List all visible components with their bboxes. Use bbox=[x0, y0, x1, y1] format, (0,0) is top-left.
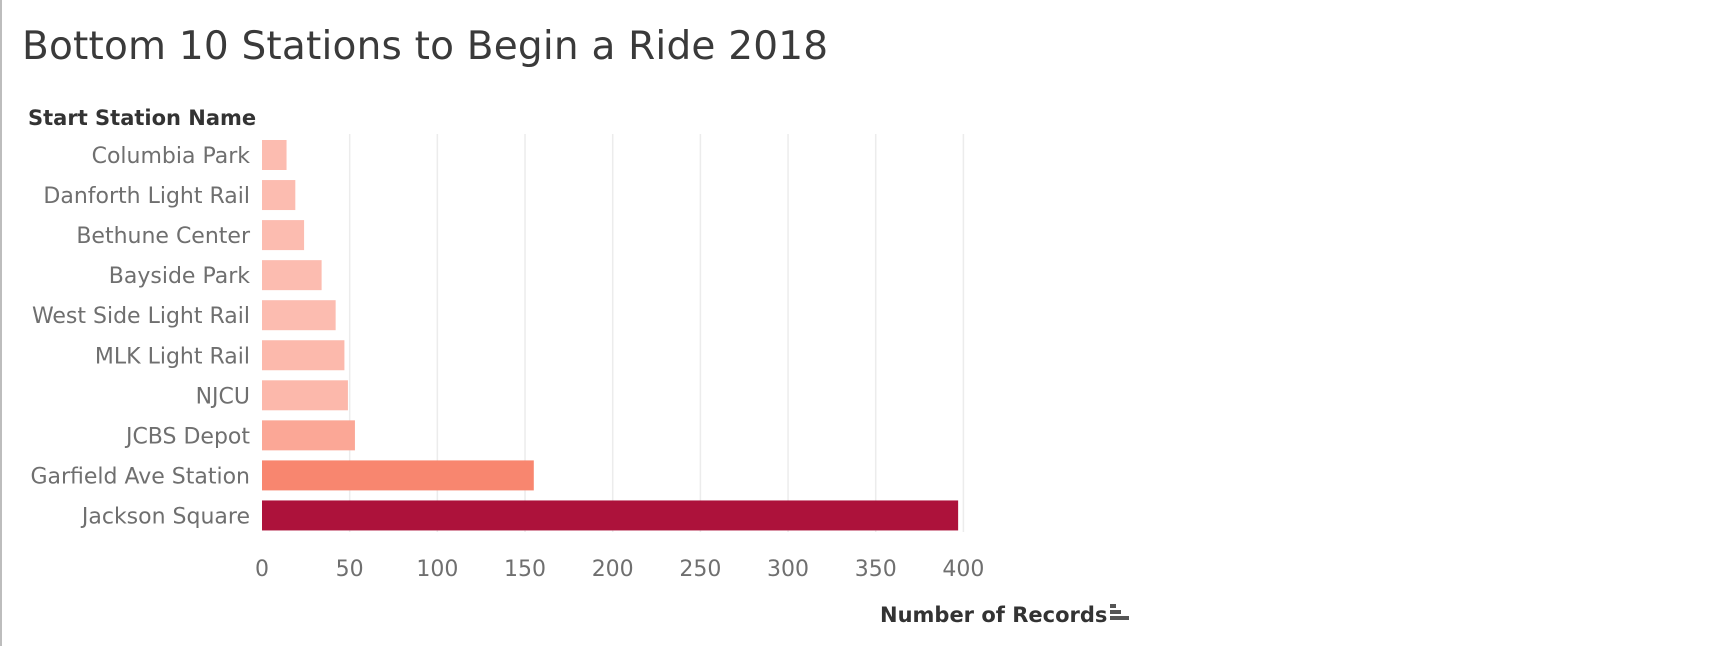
category-label[interactable]: Bayside Park bbox=[109, 264, 250, 289]
x-tick-label: 200 bbox=[592, 557, 634, 582]
x-tick-label: 50 bbox=[336, 557, 364, 582]
x-tick-label: 250 bbox=[679, 557, 721, 582]
category-label[interactable]: JCBS Depot bbox=[124, 424, 250, 449]
row-header-label[interactable]: Start Station Name bbox=[28, 106, 256, 130]
category-label[interactable]: West Side Light Rail bbox=[32, 304, 250, 329]
bar-njcu[interactable] bbox=[262, 380, 348, 411]
bar-columbia-park[interactable] bbox=[262, 140, 287, 170]
category-label[interactable]: Garfield Ave Station bbox=[30, 464, 250, 489]
x-axis-ticks: 0 50 100 150 200 250 300 350 400 bbox=[255, 557, 984, 582]
chart-title: Bottom 10 Stations to Begin a Ride 2018 bbox=[22, 24, 829, 69]
bar-west-side-light-rail[interactable] bbox=[262, 300, 336, 331]
bar-jackson-square[interactable] bbox=[262, 500, 959, 531]
x-axis-title[interactable]: Number of Records bbox=[880, 603, 1107, 627]
x-tick-label: 300 bbox=[767, 557, 809, 582]
bar-mlk-light-rail[interactable] bbox=[262, 340, 345, 371]
x-tick-label: 350 bbox=[855, 557, 897, 582]
sort-descending-icon[interactable] bbox=[1110, 604, 1129, 620]
x-tick-label: 0 bbox=[255, 557, 269, 582]
x-tick-label: 400 bbox=[942, 557, 984, 582]
x-tick-label: 100 bbox=[416, 557, 458, 582]
x-tick-label: 150 bbox=[504, 557, 546, 582]
category-label[interactable]: NJCU bbox=[196, 384, 250, 409]
bar-jcbs-depot[interactable] bbox=[262, 420, 355, 451]
category-label[interactable]: Danforth Light Rail bbox=[43, 184, 250, 209]
category-label[interactable]: Jackson Square bbox=[80, 504, 250, 529]
category-label[interactable]: MLK Light Rail bbox=[95, 344, 250, 369]
category-labels: Columbia Park Danforth Light Rail Bethune … bbox=[30, 144, 251, 529]
bar-danforth-light-rail[interactable] bbox=[262, 180, 296, 211]
bars bbox=[262, 140, 959, 531]
bar-garfield-ave-station[interactable] bbox=[262, 460, 534, 491]
category-label[interactable]: Columbia Park bbox=[92, 144, 251, 169]
bar-bayside-park[interactable] bbox=[262, 260, 322, 291]
category-label[interactable]: Bethune Center bbox=[76, 224, 251, 249]
left-border bbox=[0, 0, 2, 646]
bar-bethune-center[interactable] bbox=[262, 220, 305, 251]
